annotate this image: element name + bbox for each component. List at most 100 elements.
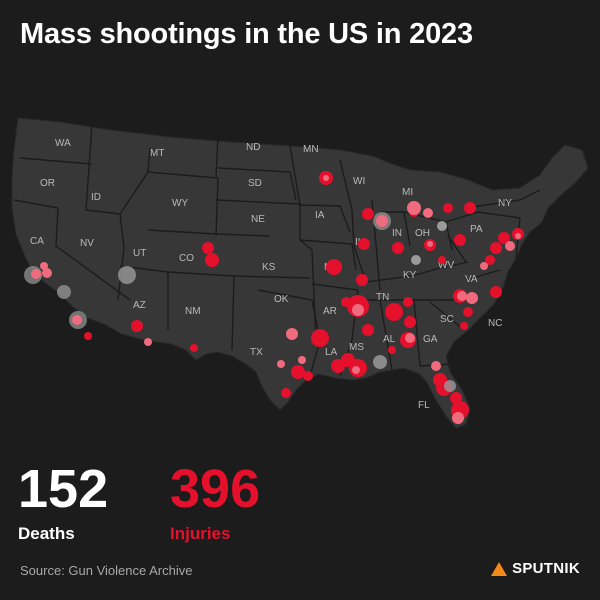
incident-marker: [404, 316, 416, 328]
incident-marker: [464, 202, 476, 214]
incident-marker: [84, 332, 92, 340]
state-label: AR: [323, 306, 337, 317]
incident-marker: [438, 256, 446, 264]
source-note: Source: Gun Violence Archive: [20, 563, 193, 578]
state-label: GA: [423, 334, 438, 345]
incident-marker: [423, 208, 433, 218]
incident-marker: [376, 215, 388, 227]
incident-marker: [326, 259, 342, 275]
state-label: WA: [55, 138, 71, 149]
incident-marker: [460, 322, 468, 330]
state-label: IA: [315, 210, 325, 221]
state-label: NE: [251, 214, 265, 225]
deaths-count: 152: [18, 459, 109, 519]
state-label: TX: [250, 347, 263, 358]
incident-marker: [352, 366, 360, 374]
incident-marker: [443, 203, 453, 213]
incident-marker: [405, 333, 415, 343]
state-label: CA: [30, 236, 44, 247]
state-label: PA: [470, 224, 483, 235]
state-label: IN: [392, 228, 402, 239]
state-label: LA: [325, 347, 338, 358]
incident-marker: [490, 286, 502, 298]
state-label: CO: [179, 253, 194, 264]
state-label: OR: [40, 178, 55, 189]
incident-marker: [505, 241, 515, 251]
state-label: FL: [418, 400, 430, 411]
state-label: SD: [248, 178, 262, 189]
incident-marker: [356, 274, 368, 286]
state-label: SC: [440, 314, 454, 325]
incident-marker: [323, 175, 329, 181]
incident-marker: [202, 242, 214, 254]
state-label: MN: [303, 144, 319, 155]
deaths-stat: 152 Deaths: [18, 462, 108, 544]
incident-marker: [431, 361, 441, 371]
state-label: ID: [91, 192, 101, 203]
incident-marker: [277, 360, 285, 368]
incident-marker: [463, 307, 473, 317]
incident-marker: [450, 392, 462, 404]
incident-marker: [303, 371, 313, 381]
state-labels: WA OR CA NV ID MT WY UT AZ CO NM ND SD N…: [30, 138, 512, 411]
state-label: OH: [415, 228, 430, 239]
incident-marker: [205, 253, 219, 267]
incident-marker: [118, 266, 136, 284]
incident-marker: [291, 365, 305, 379]
us-landmass: [11, 117, 589, 429]
us-map: WA OR CA NV ID MT WY UT AZ CO NM ND SD N…: [0, 95, 600, 440]
brand-logo: SPUTNIK: [490, 560, 580, 577]
incident-marker: [281, 388, 291, 398]
incident-marker: [286, 328, 298, 340]
state-label: NV: [80, 238, 94, 249]
incident-marker: [72, 315, 82, 325]
incident-marker: [407, 201, 421, 215]
incident-marker: [190, 344, 198, 352]
state-label: AZ: [133, 300, 146, 311]
incident-marker: [457, 291, 467, 301]
state-label: NC: [488, 318, 502, 329]
incident-marker: [485, 255, 495, 265]
state-borders: [13, 123, 541, 377]
incident-marker: [385, 303, 403, 321]
page-title: Mass shootings in the US in 2023: [20, 18, 473, 50]
incident-marker: [437, 221, 447, 231]
incident-markers: [24, 171, 524, 424]
incident-marker: [298, 356, 306, 364]
state-label: ND: [246, 142, 260, 153]
state-label: NY: [498, 198, 512, 209]
state-label: AL: [383, 334, 396, 345]
incident-marker: [466, 292, 478, 304]
injuries-stat: 396 Injuries: [170, 462, 260, 544]
state-label: WV: [438, 260, 454, 271]
incident-marker: [131, 320, 143, 332]
incident-marker: [411, 255, 421, 265]
state-label: UT: [133, 248, 146, 259]
incident-marker: [490, 242, 502, 254]
incident-marker: [362, 324, 374, 336]
incident-marker: [40, 262, 48, 270]
state-label: MI: [402, 187, 413, 198]
incident-marker: [358, 238, 370, 250]
incident-marker: [515, 233, 521, 239]
incident-marker: [352, 304, 364, 316]
incident-marker: [392, 242, 404, 254]
brand-name: SPUTNIK: [512, 560, 580, 577]
state-label: MS: [349, 342, 364, 353]
state-label: OK: [274, 294, 289, 305]
state-label: WI: [353, 176, 365, 187]
state-label: VA: [465, 274, 478, 285]
incident-marker: [42, 268, 52, 278]
incident-marker: [454, 234, 466, 246]
deaths-label: Deaths: [18, 524, 75, 543]
state-label: MT: [150, 148, 164, 159]
injuries-label: Injuries: [170, 524, 231, 543]
incident-marker: [480, 262, 488, 270]
incident-marker: [31, 269, 41, 279]
state-label: WY: [172, 198, 188, 209]
incident-marker: [498, 232, 510, 244]
state-label: TN: [376, 292, 389, 303]
incident-marker: [444, 380, 456, 392]
incident-marker: [452, 412, 464, 424]
us-map-svg: WA OR CA NV ID MT WY UT AZ CO NM ND SD N…: [11, 117, 589, 429]
